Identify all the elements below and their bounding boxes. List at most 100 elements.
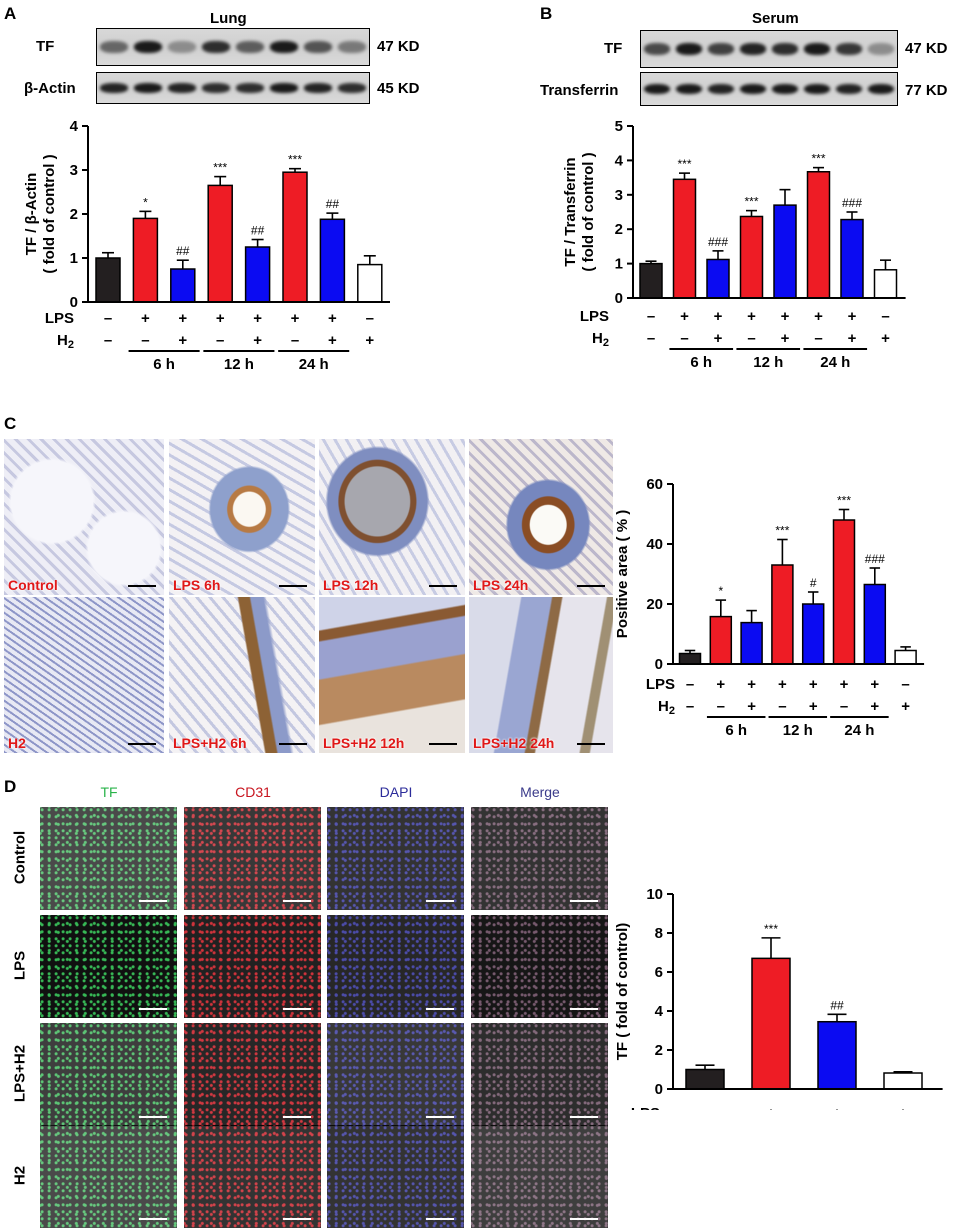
blot-band [202,83,230,93]
blot-band [304,83,332,93]
fluorescence-image [471,807,608,910]
fluorescence-image [40,915,177,1018]
bar [806,171,831,299]
y-tick-label: 3 [615,187,623,204]
scale-bar [283,1008,311,1010]
histology-image: LPS+H2 6h [168,596,316,754]
blot-a-row1-label: TF [36,38,55,55]
blot-b-title: Serum [752,10,799,27]
bar [873,269,898,299]
h2-sign: – [747,330,755,347]
bar [678,652,702,665]
lps-sign: + [716,676,725,693]
fluor-column-header: Merge [520,784,560,800]
lps-sign: + [809,676,818,693]
blot-a-row2-kd: 45 KD [377,80,420,97]
significance-label: * [143,195,148,209]
h2-sign: – [216,332,224,349]
significance-label: *** [744,195,758,209]
scale-bar [426,900,454,902]
h2-row-label: H2 [592,330,609,349]
significance-label: *** [677,157,691,171]
significance-label: ### [865,552,885,566]
blot-a-row2-label: β-Actin [24,80,76,97]
h2-sign: – [647,330,655,347]
scale-bar [426,1116,454,1118]
lps-sign: + [899,1105,908,1110]
significance-label: ## [176,244,190,258]
scale-bar [139,900,167,902]
histology-caption: LPS 6h [173,577,221,593]
y-tick-label: 20 [646,596,663,613]
h2-sign: + [870,698,879,715]
scale-bar [128,585,156,587]
significance-label: ### [708,235,728,249]
chart-a: 0 1 2 3 4 TF / β-Actin( fold of control ) * ## *… [23,118,390,373]
fluorescence-image [184,1023,321,1126]
y-tick-label: 0 [70,294,78,311]
fluorescence-image [471,915,608,1018]
lps-sign: – [701,1105,709,1110]
y-tick-label: 2 [615,221,623,238]
histology-image: LPS 24h [468,438,614,596]
scale-bar [279,585,307,587]
fluorescence-image [184,915,321,1018]
blot-band [644,43,670,55]
y-axis-label-2: ( fold of control ) [41,154,58,273]
panel-label-c: C [4,414,17,433]
blot-band [168,83,196,93]
fluorescence-image [184,1125,321,1228]
scale-bar [570,900,598,902]
blot-band [236,41,264,53]
fluorescence-image [327,1023,464,1126]
bar [863,583,887,665]
bar [817,1020,857,1090]
scale-bar [570,1008,598,1010]
scale-bar [577,585,605,587]
lps-sign: + [747,308,756,325]
fluorescence-image [40,1023,177,1126]
bar [685,1068,725,1090]
h2-sign: + [881,330,890,347]
blot-band [676,43,702,55]
panel-label-a: A [4,4,17,23]
significance-label: *** [811,152,825,166]
y-tick-label: 1 [70,250,78,267]
h2-sign: – [840,698,848,715]
histology-image: LPS 12h [318,438,466,596]
blot-a-row1-kd: 47 KD [377,38,420,55]
blot-band [168,41,196,53]
y-tick-label: 4 [70,118,79,135]
scale-bar [139,1008,167,1010]
scale-bar [429,585,457,587]
y-axis-label: TF / β-Actin [23,173,40,255]
blot-band [836,83,862,95]
y-tick-label: 4 [615,152,624,169]
histology-caption: LPS+H2 24h [473,735,555,751]
significance-label: ### [842,196,862,210]
fluor-column-header: TF [100,784,118,800]
bar [132,217,159,303]
fluor-column-header: DAPI [379,784,413,800]
h2-sign: – [141,332,149,349]
blot-band [868,83,894,95]
h2-row-label: H2 [658,698,675,717]
lps-row-label: LPS [580,308,609,325]
fluorescence-image [471,1125,608,1228]
scale-bar [577,743,605,745]
group-label: 12 h [753,354,783,371]
blot-band [772,83,798,95]
h2-sign: – [104,332,112,349]
fluor-row-header: H2 [11,1165,29,1185]
group-label: 6 h [725,722,747,739]
blot-band [804,43,830,55]
blot-band [100,41,128,53]
blot-b-row2-label: Transferrin [540,82,619,99]
scale-bar [570,1218,598,1220]
significance-label: *** [288,153,302,167]
lps-row-label: LPS [45,310,74,327]
y-tick-label: 2 [70,206,78,223]
blot-b-row2-kd: 77 KD [905,82,948,99]
bar [751,957,791,1090]
h2-sign: + [328,332,337,349]
